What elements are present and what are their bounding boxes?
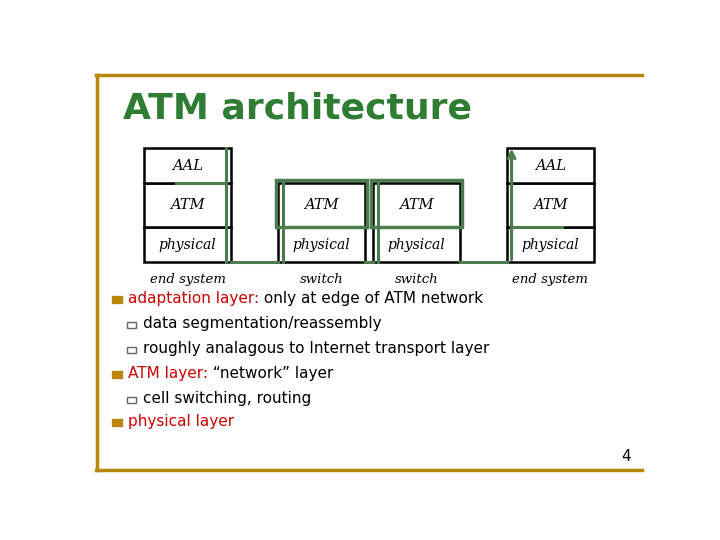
Text: ATM: ATM xyxy=(305,198,339,212)
Text: “network” layer: “network” layer xyxy=(208,366,333,381)
Text: switch: switch xyxy=(300,273,343,286)
FancyBboxPatch shape xyxy=(127,396,136,403)
Text: data segmentation/reassembly: data segmentation/reassembly xyxy=(143,316,382,331)
Text: ATM layer:: ATM layer: xyxy=(128,366,208,381)
Bar xyxy=(507,183,593,227)
Bar xyxy=(507,148,593,183)
Text: ATM: ATM xyxy=(399,198,433,212)
Text: switch: switch xyxy=(395,273,438,286)
Bar xyxy=(373,227,459,262)
Bar xyxy=(276,180,367,227)
Text: 4: 4 xyxy=(621,449,631,464)
Text: AAL: AAL xyxy=(172,159,203,173)
Bar xyxy=(279,183,365,227)
Bar xyxy=(373,183,459,227)
Bar xyxy=(279,227,365,262)
Text: roughly analagous to Internet transport layer: roughly analagous to Internet transport … xyxy=(143,341,490,356)
FancyBboxPatch shape xyxy=(112,418,122,426)
Bar xyxy=(145,183,231,227)
Bar xyxy=(507,227,593,262)
FancyBboxPatch shape xyxy=(127,347,136,353)
Bar xyxy=(145,227,231,262)
Text: physical: physical xyxy=(293,238,351,252)
FancyBboxPatch shape xyxy=(112,371,122,379)
Text: physical layer: physical layer xyxy=(128,414,234,429)
Text: physical: physical xyxy=(387,238,445,252)
Text: adaptation layer:: adaptation layer: xyxy=(128,291,259,306)
Bar xyxy=(145,148,231,183)
FancyBboxPatch shape xyxy=(112,296,122,303)
Text: physical: physical xyxy=(159,238,217,252)
Text: end system: end system xyxy=(513,273,588,286)
Text: AAL: AAL xyxy=(535,159,566,173)
Bar xyxy=(371,180,462,227)
Text: ATM architecture: ATM architecture xyxy=(124,92,472,126)
Text: only at edge of ATM network: only at edge of ATM network xyxy=(259,291,483,306)
FancyBboxPatch shape xyxy=(127,322,136,328)
Text: ATM: ATM xyxy=(171,198,205,212)
Text: ATM: ATM xyxy=(533,198,567,212)
Text: physical: physical xyxy=(521,238,579,252)
Text: end system: end system xyxy=(150,273,225,286)
Text: cell switching, routing: cell switching, routing xyxy=(143,391,311,406)
